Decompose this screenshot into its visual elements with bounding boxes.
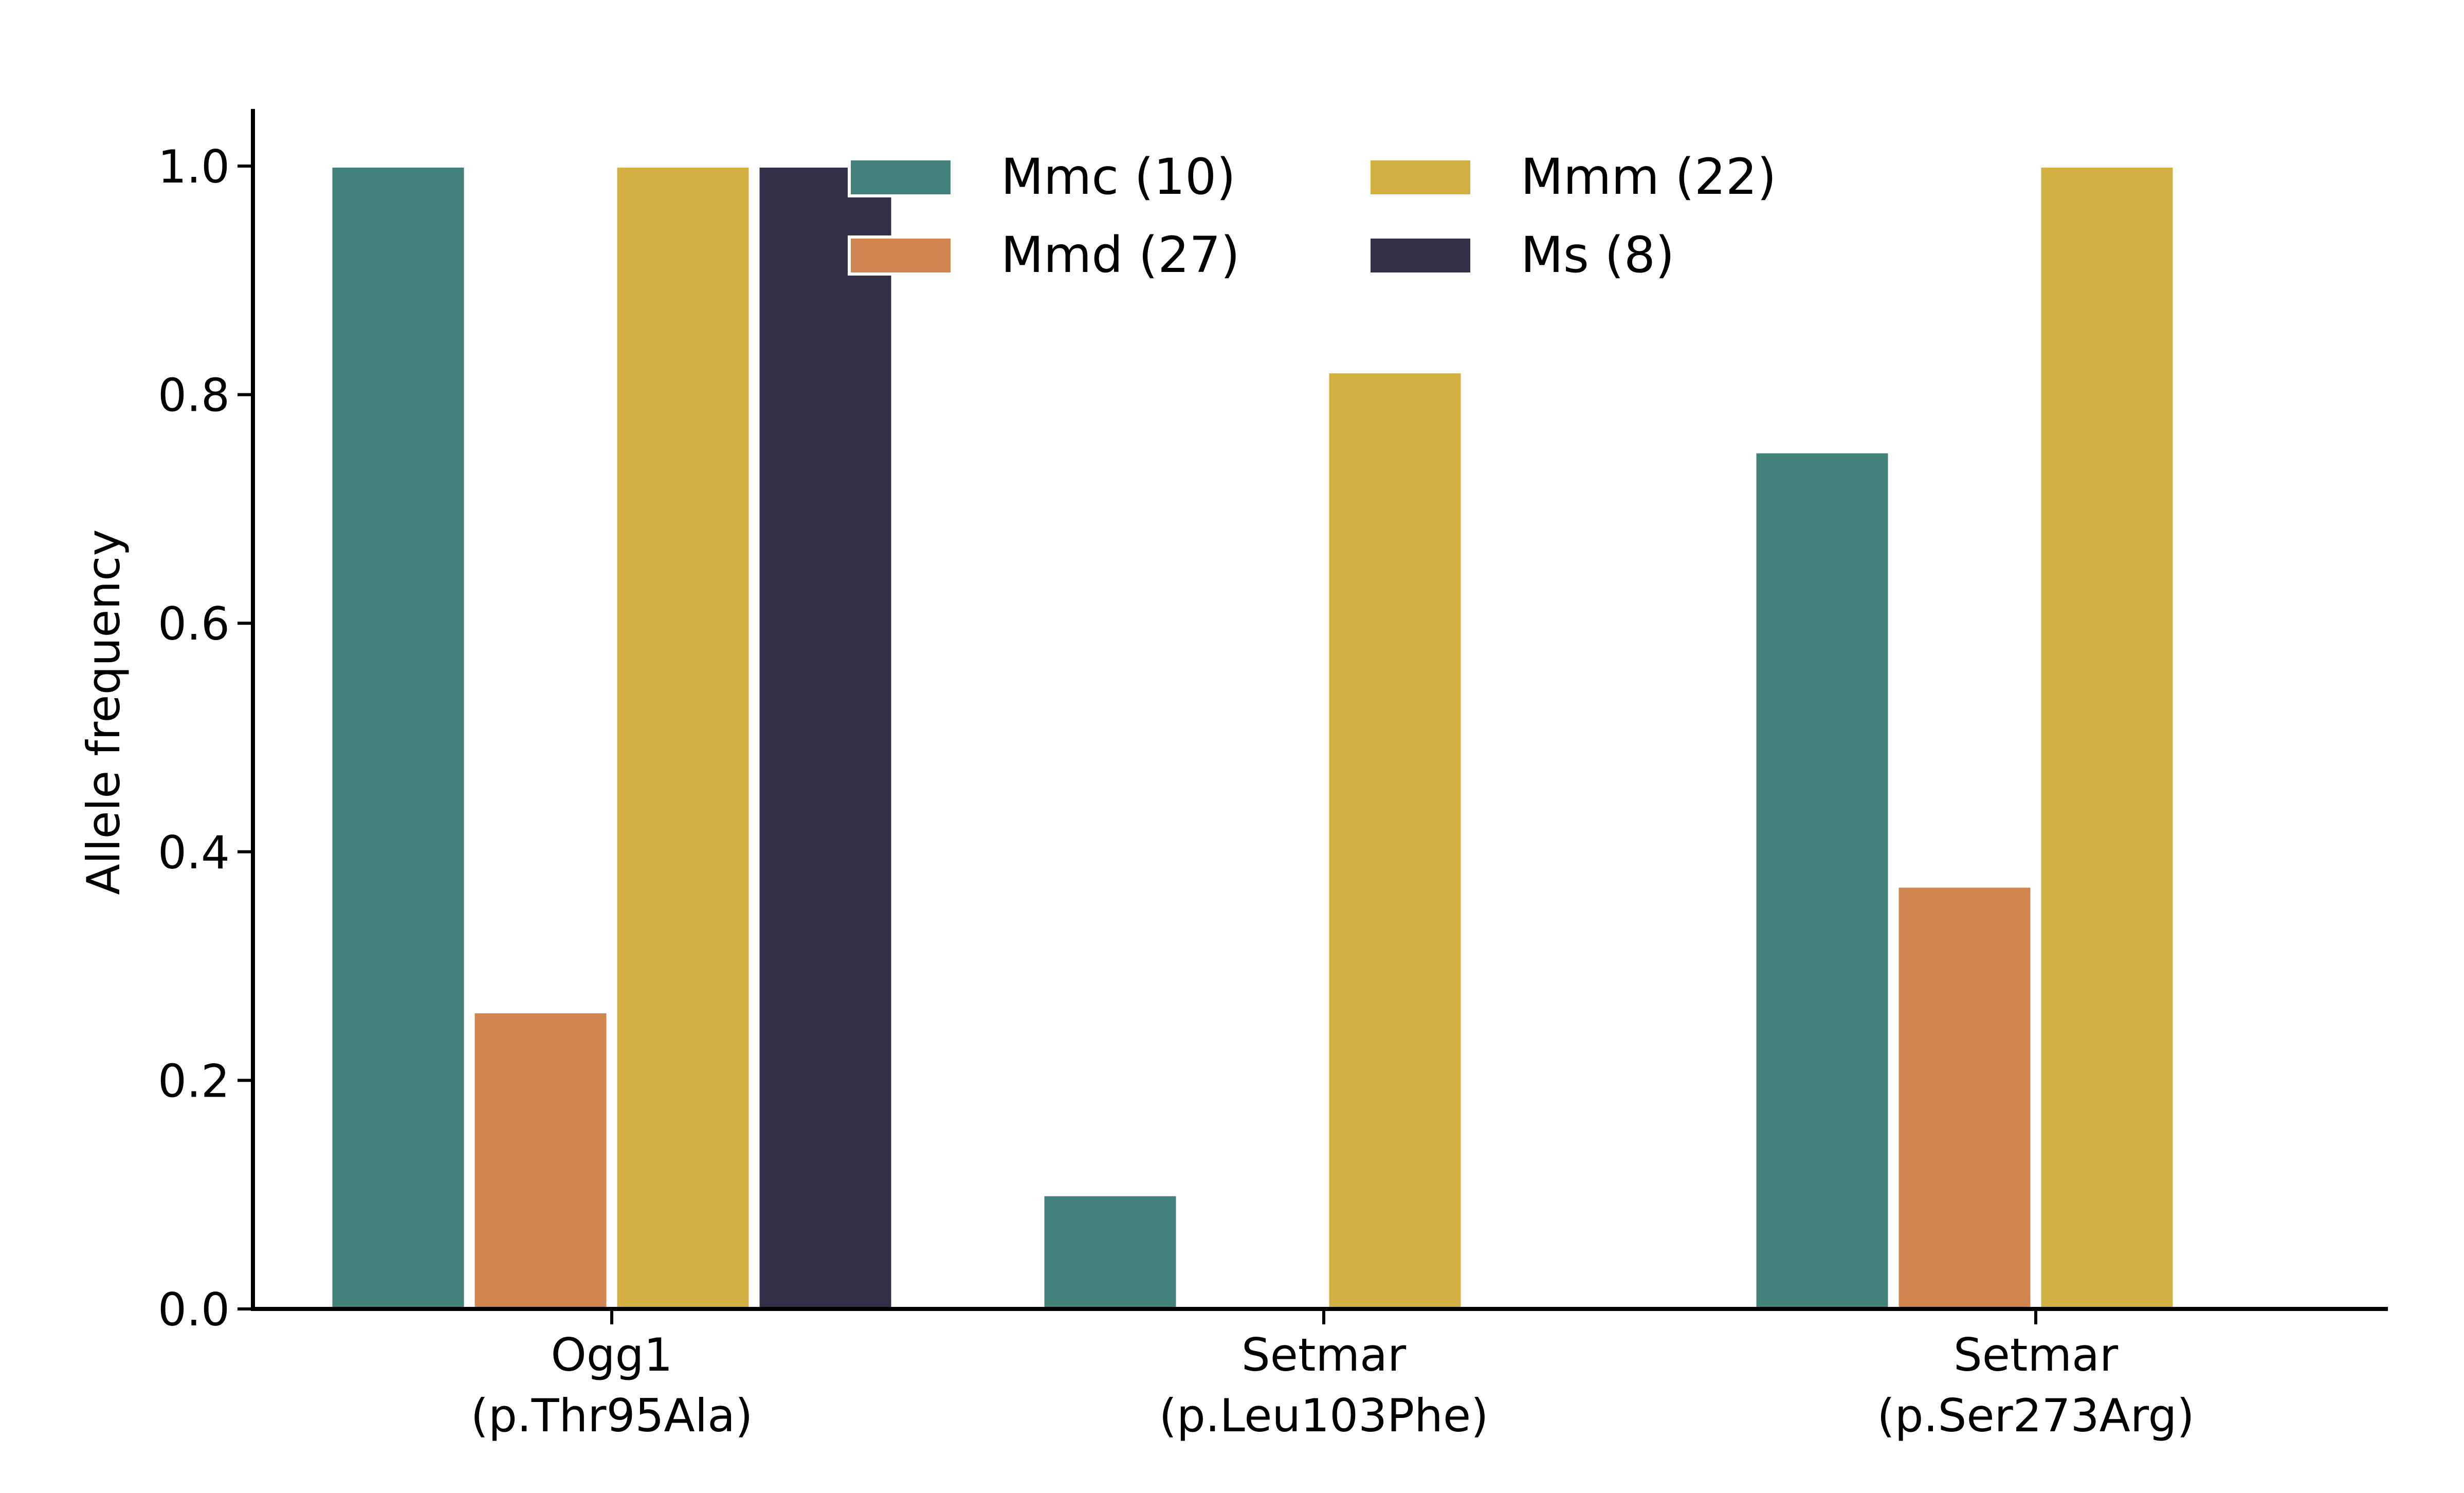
bar-mmc-0 xyxy=(329,165,467,1310)
x-tick-label: (p.Thr95Ala) xyxy=(471,1389,753,1442)
bar-mmm-0 xyxy=(614,165,752,1310)
x-tick-label: (p.Leu103Phe) xyxy=(1159,1389,1489,1442)
bar-mmd-2 xyxy=(1895,884,2034,1310)
bar-ms-0 xyxy=(756,165,895,1310)
bar-mmm-2 xyxy=(2038,165,2176,1310)
x-tick-label: Setmar xyxy=(1242,1328,1407,1381)
axes-layer: 0.0 0.2 0.4 0.6 0.8 1.0 Ogg1 (p.Thr95Ala) Setmar… xyxy=(158,108,2388,1442)
legend-label: Mmd (27) xyxy=(1001,226,1240,284)
legend-label: Mmc (10) xyxy=(1001,148,1236,206)
y-tick-label: 0.8 xyxy=(158,369,230,422)
x-tick-label: (p.Ser273Arg) xyxy=(1877,1389,2194,1442)
bar-mmc-2 xyxy=(1753,450,1891,1310)
legend-label: Mmm (22) xyxy=(1521,148,1776,206)
legend-swatch xyxy=(1367,235,1473,276)
legend-swatch xyxy=(848,157,954,197)
y-tick-label: 0.0 xyxy=(158,1283,230,1336)
legend-label: Ms (8) xyxy=(1521,226,1674,284)
y-tick-label: 1.0 xyxy=(158,140,230,193)
x-tick-label: Ogg1 xyxy=(551,1328,673,1381)
bar-mmm-1 xyxy=(1326,370,1464,1310)
y-axis-label: Allele frequency xyxy=(77,529,130,895)
y-tick-label: 0.2 xyxy=(158,1054,230,1107)
legend-swatch xyxy=(848,235,954,276)
legend: Mmc (10) Mmd (27) Mmm (22) Ms (8) xyxy=(848,148,1776,284)
bars-layer xyxy=(329,165,2176,1310)
y-tick-label: 0.6 xyxy=(158,597,230,650)
y-tick-label: 0.4 xyxy=(158,826,230,879)
x-tick-label: Setmar xyxy=(1954,1328,2119,1381)
bar-mmd-0 xyxy=(471,1010,610,1310)
bar-mmc-1 xyxy=(1041,1193,1179,1310)
legend-swatch xyxy=(1367,157,1473,197)
